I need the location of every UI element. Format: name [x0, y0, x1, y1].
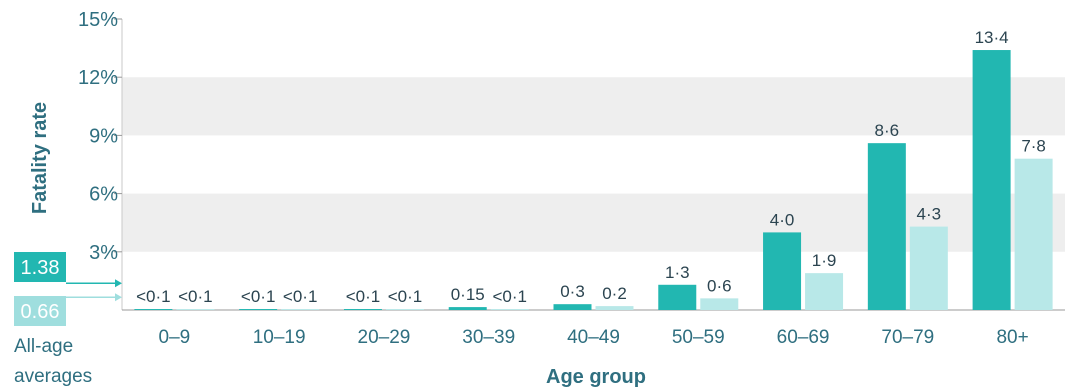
- x-tick-label: 60–69: [777, 327, 830, 348]
- y-axis-ticks: 3% 6% 9% 12% 15%: [78, 9, 122, 264]
- bar: [448, 307, 487, 310]
- data-label: 0·6: [707, 276, 732, 295]
- x-tick-label: 20–29: [358, 327, 411, 348]
- data-label: <0·1: [388, 287, 423, 306]
- data-label: 13·4: [975, 28, 1009, 47]
- grid-band: [122, 193, 1065, 252]
- x-tick-label: 0–9: [159, 327, 191, 348]
- x-tick-label: 10–19: [253, 327, 306, 348]
- y-tick-label: 12%: [78, 67, 118, 89]
- bar: [239, 309, 278, 310]
- data-label: <0·1: [241, 287, 276, 306]
- average-value: 0.66: [21, 301, 60, 323]
- all-age-averages: 1.38 0.66: [14, 252, 122, 326]
- y-tick-label: 15%: [78, 9, 118, 31]
- bar: [805, 273, 844, 310]
- average-value: 1.38: [21, 257, 60, 279]
- bar: [490, 309, 529, 310]
- average-arrowhead: [115, 279, 122, 288]
- bar: [343, 309, 382, 310]
- bar: [763, 232, 802, 310]
- data-label: <0·1: [178, 287, 213, 306]
- data-label: <0·1: [346, 287, 381, 306]
- y-tick-label: 3%: [89, 242, 118, 264]
- bar: [658, 284, 697, 310]
- x-tick-label: 40–49: [567, 327, 620, 348]
- data-label: 1·3: [665, 263, 690, 282]
- data-label: <0·1: [283, 287, 318, 306]
- data-label: 4·3: [917, 205, 942, 224]
- bar: [553, 304, 592, 310]
- bar: [385, 309, 424, 310]
- y-axis-title: Fatality rate: [29, 102, 51, 214]
- data-label: 1·9: [812, 251, 837, 270]
- bar: [134, 309, 173, 310]
- bar: [1014, 158, 1053, 310]
- data-label: <0·1: [136, 287, 171, 306]
- bar: [909, 226, 948, 310]
- x-tick-label: 80+: [996, 327, 1028, 348]
- grid-band: [122, 77, 1065, 136]
- averages-caption-line1: All-age: [14, 336, 73, 357]
- data-label: 0·3: [560, 282, 585, 301]
- data-label: 4·0: [770, 210, 795, 229]
- averages-caption-line2: averages: [14, 366, 92, 387]
- data-label: 0·15: [451, 285, 485, 304]
- average-box: [14, 252, 66, 282]
- data-label: 8·6: [875, 121, 900, 140]
- grid-bands: [121, 19, 1065, 311]
- bar: [595, 306, 634, 310]
- average-arrowhead: [115, 293, 122, 302]
- data-label: 7·8: [1021, 137, 1046, 156]
- bars: <0·1 <0·1 <0·1 <0·1 <0·1 <0·1 0·15 <0·1 0·3 0·2 1·…: [134, 28, 1053, 310]
- x-tick-label: 30–39: [462, 327, 515, 348]
- data-label: <0·1: [492, 287, 527, 306]
- average-box: [14, 296, 66, 326]
- bar: [867, 143, 906, 310]
- bar: [176, 309, 215, 310]
- bar: [281, 309, 320, 310]
- data-label: 0·2: [602, 284, 627, 303]
- x-axis-title: Age group: [546, 366, 646, 388]
- x-tick-label: 70–79: [881, 327, 934, 348]
- y-tick-label: 9%: [89, 125, 118, 147]
- x-tick-label: 50–59: [672, 327, 725, 348]
- y-tick-label: 6%: [89, 184, 118, 206]
- bar: [972, 50, 1011, 310]
- x-axis-ticks: 0–9 10–19 20–29 30–39 40–49 50–59 60–69 70–79 80…: [159, 327, 1029, 348]
- bar: [700, 298, 739, 310]
